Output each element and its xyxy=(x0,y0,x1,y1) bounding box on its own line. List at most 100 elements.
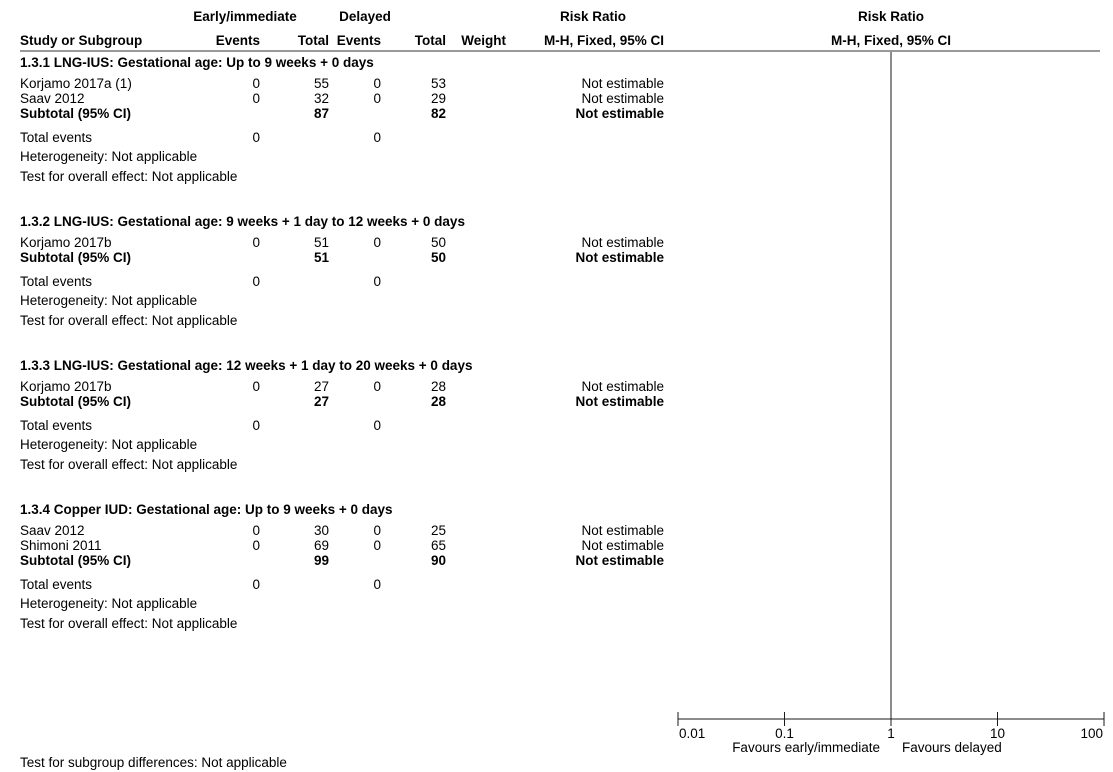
study-name: Saav 2012 xyxy=(20,91,85,106)
study-rr: Not estimable xyxy=(581,91,664,106)
subgroup-block: 1.3.2 LNG-IUS: Gestational age: 9 weeks … xyxy=(20,214,664,328)
subtotal-row: Subtotal (95% CI) 99 90 Not estimable xyxy=(20,553,664,568)
study-events2: 0 xyxy=(373,235,381,250)
subtotal-total2: 50 xyxy=(431,250,446,265)
study-row: Saav 2012 0 32 0 29 Not estimable xyxy=(20,91,664,106)
subgroup-block: 1.3.3 LNG-IUS: Gestational age: 12 weeks… xyxy=(20,358,664,472)
subtotal-label: Subtotal (95% CI) xyxy=(20,553,131,568)
plot-area: 0.01 0.1 1 10 100 Favours early/immediate Fa… xyxy=(677,52,1105,755)
total-events1: 0 xyxy=(252,577,260,592)
study-total1: 55 xyxy=(314,76,329,91)
group2-header: Delayed xyxy=(339,9,391,24)
study-total2: 53 xyxy=(431,76,446,91)
subtotal-rr: Not estimable xyxy=(575,250,664,265)
total-events-label: Total events xyxy=(20,130,92,145)
study-total1: 30 xyxy=(314,523,329,538)
study-rr: Not estimable xyxy=(581,379,664,394)
subgroup-title: 1.3.4 Copper IUD: Gestational age: Up to… xyxy=(20,502,393,517)
x-tick-label: 1 xyxy=(887,726,895,741)
study-total2: 29 xyxy=(431,91,446,106)
subtotal-total1: 27 xyxy=(314,394,329,409)
study-total1: 69 xyxy=(314,538,329,553)
total-events2: 0 xyxy=(373,130,381,145)
col-total1-header: Total xyxy=(298,33,329,48)
subgroup-title: 1.3.1 LNG-IUS: Gestational age: Up to 9 … xyxy=(20,55,374,70)
total-events2: 0 xyxy=(373,274,381,289)
rr-method-header: M-H, Fixed, 95% CI xyxy=(544,33,664,48)
study-events1: 0 xyxy=(252,523,260,538)
study-events1: 0 xyxy=(252,76,260,91)
total-events1: 0 xyxy=(252,418,260,433)
subgroup-differences-text: Test for subgroup differences: Not appli… xyxy=(20,755,287,770)
overall-effect-text: Test for overall effect: Not applicable xyxy=(20,169,237,184)
table-header: Early/immediate Delayed Risk Ratio Risk … xyxy=(20,9,951,48)
total-events2: 0 xyxy=(373,418,381,433)
heterogeneity-text: Heterogeneity: Not applicable xyxy=(20,596,197,611)
study-events2: 0 xyxy=(373,76,381,91)
overall-effect-text: Test for overall effect: Not applicable xyxy=(20,616,237,631)
heterogeneity-text: Heterogeneity: Not applicable xyxy=(20,437,197,452)
plot-title-header: Risk Ratio xyxy=(858,9,924,24)
overall-effect-text: Test for overall effect: Not applicable xyxy=(20,457,237,472)
total-events-label: Total events xyxy=(20,577,92,592)
study-name: Korjamo 2017b xyxy=(20,379,112,394)
study-row: Korjamo 2017a (1) 0 55 0 53 Not estimable xyxy=(20,76,664,91)
col-events1-header: Events xyxy=(216,33,260,48)
study-events1: 0 xyxy=(252,91,260,106)
col-events2-header: Events xyxy=(337,33,381,48)
study-name: Korjamo 2017a (1) xyxy=(20,76,132,91)
subtotal-row: Subtotal (95% CI) 27 28 Not estimable xyxy=(20,394,664,409)
subtotal-row: Subtotal (95% CI) 51 50 Not estimable xyxy=(20,250,664,265)
col-weight-header: Weight xyxy=(461,33,506,48)
heterogeneity-text: Heterogeneity: Not applicable xyxy=(20,293,197,308)
subgroup-title: 1.3.3 LNG-IUS: Gestational age: 12 weeks… xyxy=(20,358,472,373)
total-events-row: Total events 0 0 xyxy=(20,418,381,433)
study-total2: 28 xyxy=(431,379,446,394)
table-body: 1.3.1 LNG-IUS: Gestational age: Up to 9 … xyxy=(20,55,664,631)
x-tick-label: 0.1 xyxy=(775,726,794,741)
study-events1: 0 xyxy=(252,538,260,553)
study-row: Korjamo 2017b 0 51 0 50 Not estimable xyxy=(20,235,664,250)
subtotal-label: Subtotal (95% CI) xyxy=(20,394,131,409)
study-events2: 0 xyxy=(373,523,381,538)
rr-title-header: Risk Ratio xyxy=(560,9,626,24)
study-events1: 0 xyxy=(252,379,260,394)
study-total2: 25 xyxy=(431,523,446,538)
subgroup-title: 1.3.2 LNG-IUS: Gestational age: 9 weeks … xyxy=(20,214,465,229)
study-name: Korjamo 2017b xyxy=(20,235,112,250)
study-name: Saav 2012 xyxy=(20,523,85,538)
study-total1: 27 xyxy=(314,379,329,394)
total-events-label: Total events xyxy=(20,274,92,289)
study-events1: 0 xyxy=(252,235,260,250)
subtotal-total1: 99 xyxy=(314,553,329,568)
subtotal-total2: 82 xyxy=(431,106,446,121)
study-rr: Not estimable xyxy=(581,538,664,553)
study-total2: 50 xyxy=(431,235,446,250)
study-events2: 0 xyxy=(373,538,381,553)
total-events-label: Total events xyxy=(20,418,92,433)
study-events2: 0 xyxy=(373,91,381,106)
subtotal-label: Subtotal (95% CI) xyxy=(20,106,131,121)
col-total2-header: Total xyxy=(415,33,446,48)
subtotal-total2: 28 xyxy=(431,394,447,409)
subtotal-rr: Not estimable xyxy=(575,553,664,568)
x-tick-label: 10 xyxy=(990,726,1005,741)
subtotal-label: Subtotal (95% CI) xyxy=(20,250,131,265)
study-rr: Not estimable xyxy=(581,235,664,250)
study-row: Saav 2012 0 30 0 25 Not estimable xyxy=(20,523,664,538)
study-name: Shimoni 2011 xyxy=(20,538,102,553)
subtotal-total1: 87 xyxy=(314,106,329,121)
subgroup-block: 1.3.1 LNG-IUS: Gestational age: Up to 9 … xyxy=(20,55,664,184)
x-tick-label: 0.01 xyxy=(679,726,705,741)
study-rr: Not estimable xyxy=(581,523,664,538)
study-total2: 65 xyxy=(431,538,446,553)
study-row: Korjamo 2017b 0 27 0 28 Not estimable xyxy=(20,379,664,394)
study-rr: Not estimable xyxy=(581,76,664,91)
study-total1: 51 xyxy=(314,235,329,250)
study-row: Shimoni 2011 0 69 0 65 Not estimable xyxy=(20,538,664,553)
study-total1: 32 xyxy=(314,91,329,106)
subtotal-rr: Not estimable xyxy=(575,106,664,121)
total-events1: 0 xyxy=(252,130,260,145)
subtotal-total1: 51 xyxy=(314,250,330,265)
total-events-row: Total events 0 0 xyxy=(20,577,381,592)
